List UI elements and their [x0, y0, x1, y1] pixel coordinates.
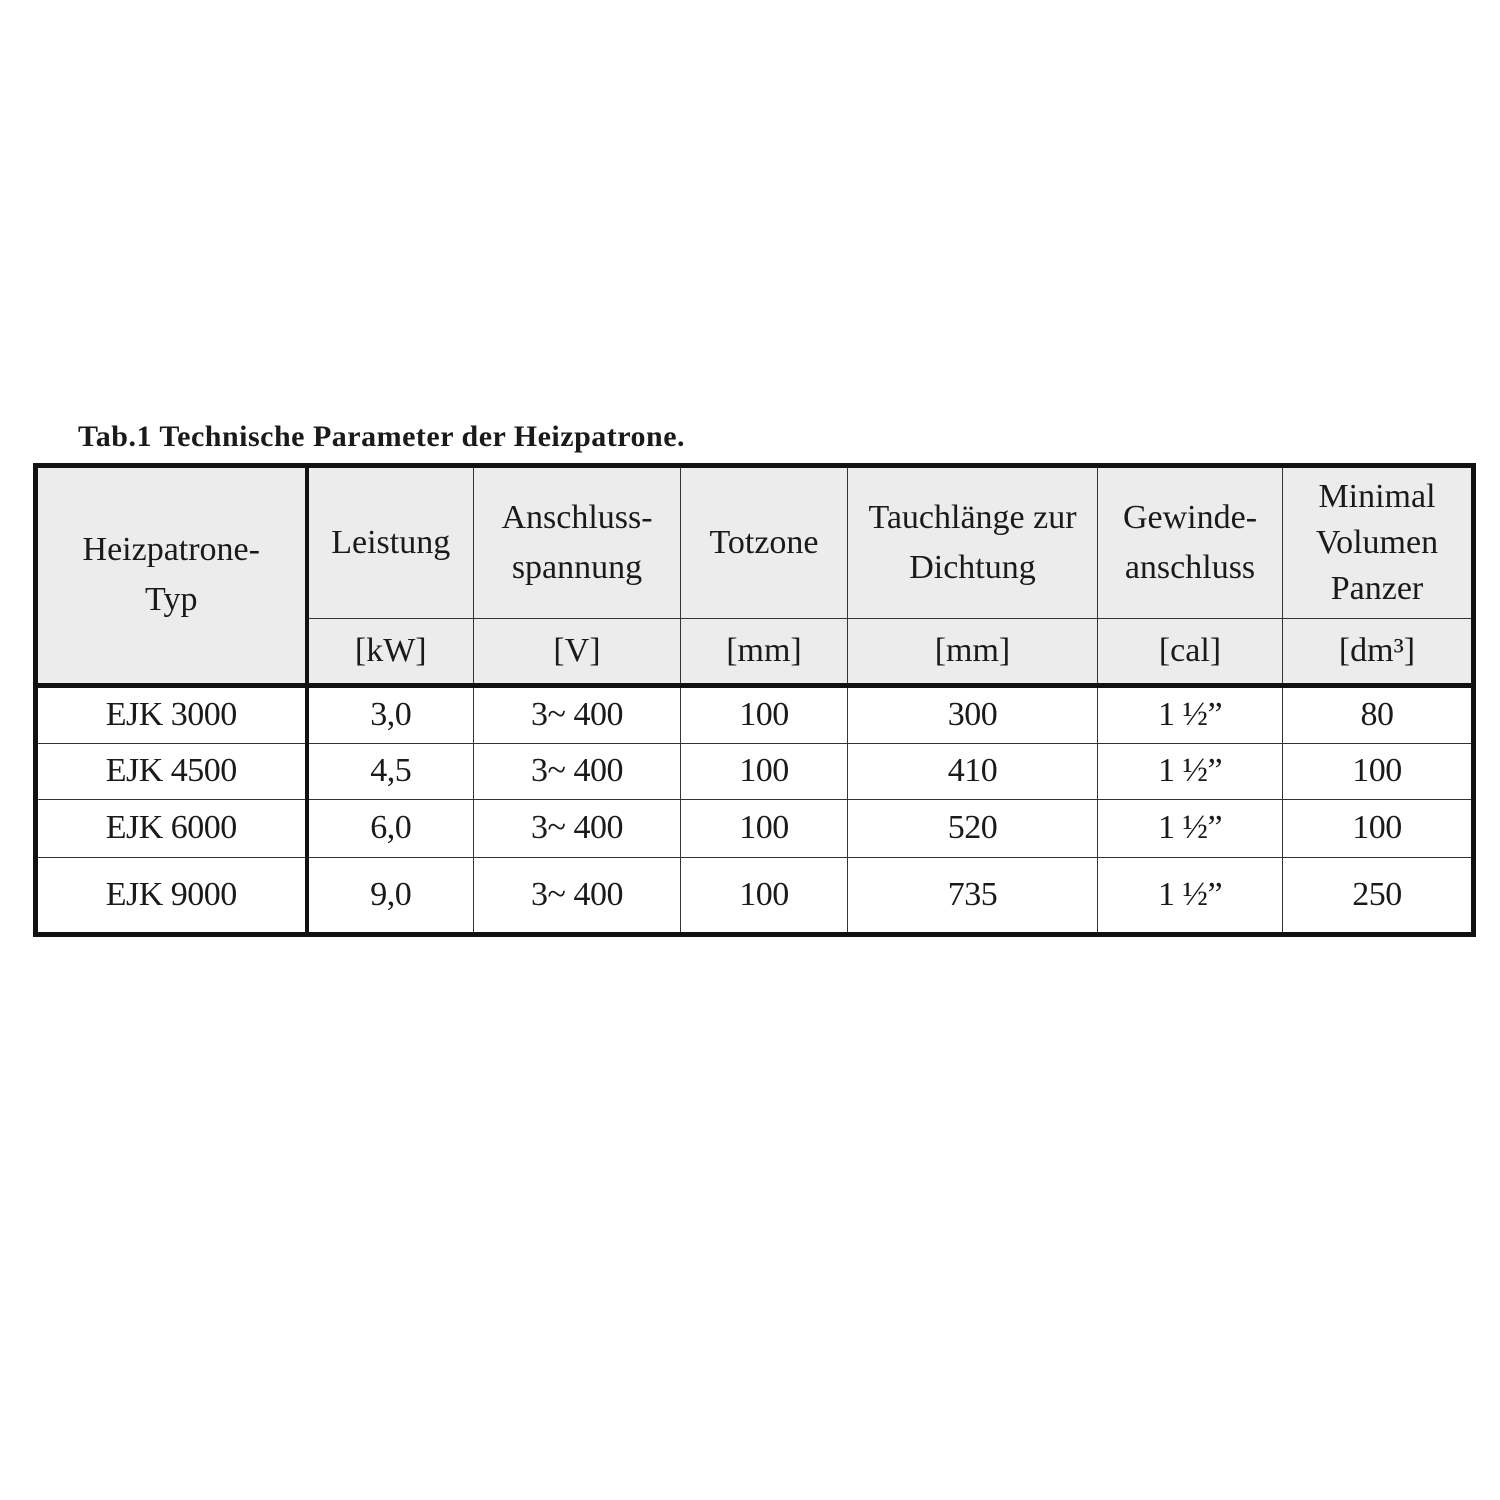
header-line: Leistung	[331, 523, 451, 561]
header-leistung: Leistung	[306, 465, 474, 619]
value-cell: 3~ 400	[473, 742, 681, 800]
header-line: anschluss	[1124, 548, 1256, 586]
unit-cell: [kW]	[306, 617, 474, 688]
header-line: Gewinde-	[1122, 498, 1258, 536]
header-tauchlaenge: Tauchlänge zur Dichtung	[847, 465, 1098, 619]
header-line: Dichtung	[909, 548, 1036, 586]
value-cell: 3~ 400	[473, 798, 681, 858]
value-cell: 100	[680, 742, 848, 800]
table-row: EJK 6000 6,0 3~ 400 100 520 1 ½” 100	[35, 798, 1474, 858]
value-cell: 6,0	[306, 798, 474, 858]
header-line: Volumen	[1315, 523, 1439, 561]
value-cell: 100	[1282, 742, 1474, 800]
unit-cell: [V]	[473, 617, 681, 688]
value-cell: 1 ½”	[1097, 684, 1283, 744]
value-cell: 4,5	[306, 742, 474, 800]
value-cell: 3~ 400	[473, 684, 681, 744]
type-cell: EJK 4500	[35, 742, 309, 800]
unit-cell: [dm³]	[1282, 617, 1474, 688]
technical-parameters-table: Heizpatrone- Typ Leistung Anschluss-span…	[33, 463, 1476, 937]
value-cell: 1 ½”	[1097, 798, 1283, 858]
type-cell: EJK 9000	[35, 856, 309, 936]
type-cell: EJK 6000	[35, 798, 309, 858]
header-gewindeanschluss: Gewinde-anschluss	[1097, 465, 1283, 619]
table-row: EJK 4500 4,5 3~ 400 100 410 1 ½” 100	[35, 742, 1474, 800]
value-cell: 735	[847, 856, 1098, 936]
header-row: Heizpatrone- Typ Leistung Anschluss-span…	[35, 465, 1474, 688]
unit-row: [kW] [V] [mm] [mm] [cal] [dm³]	[36, 617, 1474, 688]
header-line: Panzer	[1330, 569, 1424, 607]
value-cell: 9,0	[306, 856, 474, 936]
value-cell: 3,0	[306, 684, 474, 744]
value-cell: 100	[680, 798, 848, 858]
value-cell: 80	[1282, 684, 1474, 744]
value-cell: 410	[847, 742, 1098, 800]
value-cell: 250	[1282, 856, 1474, 936]
header-line: Tauchlänge zur	[868, 498, 1077, 536]
header-minimal-volumen: Minimal Volumen Panzer	[1282, 465, 1474, 619]
value-cell: 100	[680, 856, 848, 936]
header-type-line: Heizpatrone-	[82, 531, 260, 569]
header-line: spannung	[511, 548, 643, 586]
header-totzone: Totzone	[680, 465, 848, 619]
type-cell: EJK 3000	[35, 684, 309, 744]
value-cell: 100	[1282, 798, 1474, 858]
value-cell: 3~ 400	[473, 856, 681, 936]
value-cell: 520	[847, 798, 1098, 858]
header-anschlussspannung: Anschluss-spannung	[473, 465, 681, 619]
value-cell: 1 ½”	[1097, 856, 1283, 936]
value-cell: 100	[680, 684, 848, 744]
header-line: Totzone	[709, 523, 819, 561]
value-cell: 1 ½”	[1097, 742, 1283, 800]
unit-cell: [mm]	[847, 617, 1098, 688]
unit-cell: [mm]	[680, 617, 848, 688]
table-row: EJK 3000 3,0 3~ 400 100 300 1 ½” 80	[35, 684, 1474, 744]
value-cell: 300	[847, 684, 1098, 744]
unit-cell: [cal]	[1097, 617, 1283, 688]
header-line: Anschluss-	[501, 498, 653, 536]
table-caption: Tab.1 Technische Parameter der Heizpatro…	[78, 420, 686, 453]
header-type-line: Typ	[145, 581, 198, 619]
header-line: Minimal	[1318, 477, 1436, 515]
header-type: Heizpatrone- Typ	[35, 465, 309, 688]
table-row: EJK 9000 9,0 3~ 400 100 735 1 ½” 250	[35, 856, 1474, 936]
